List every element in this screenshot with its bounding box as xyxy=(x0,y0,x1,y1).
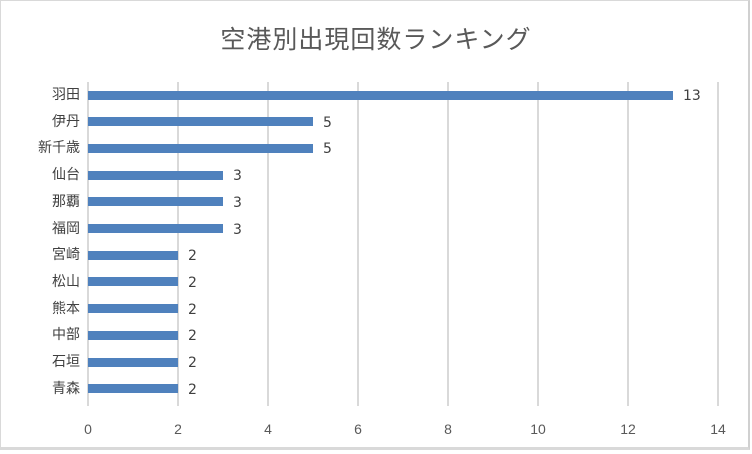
bar[interactable] xyxy=(88,143,313,153)
bar[interactable] xyxy=(88,357,178,367)
data-label: 2 xyxy=(188,274,197,291)
data-label: 2 xyxy=(188,301,197,318)
bar[interactable] xyxy=(88,304,178,314)
data-label: 3 xyxy=(233,221,242,238)
x-tick-label: 6 xyxy=(354,421,362,437)
gridline xyxy=(717,82,719,406)
x-tick-label: 14 xyxy=(710,421,726,437)
data-label: 13 xyxy=(683,88,701,104)
category-label: 伊丹 xyxy=(52,113,80,130)
data-label: 2 xyxy=(188,328,197,345)
x-tick-label: 10 xyxy=(530,421,546,437)
data-label: 2 xyxy=(188,248,197,265)
data-label: 5 xyxy=(323,114,332,131)
category-label: 羽田 xyxy=(52,87,80,103)
gridline xyxy=(627,82,629,406)
bar[interactable] xyxy=(88,250,178,260)
x-tick-label: 8 xyxy=(444,421,452,437)
gridline xyxy=(267,82,269,406)
gridline xyxy=(177,82,179,406)
x-tick-label: 4 xyxy=(264,421,272,437)
bar[interactable] xyxy=(88,224,223,233)
data-label: 2 xyxy=(188,381,197,398)
bar[interactable] xyxy=(88,384,178,394)
category-label: 新千歳 xyxy=(38,140,80,157)
gridline xyxy=(357,82,359,406)
gridline xyxy=(447,82,449,406)
bar[interactable] xyxy=(88,197,223,207)
category-label: 石垣 xyxy=(52,354,80,370)
category-label: 福岡 xyxy=(52,220,80,237)
gridline xyxy=(87,82,89,406)
category-label: 宮崎 xyxy=(52,247,80,264)
bar[interactable] xyxy=(88,117,313,127)
x-tick-label: 0 xyxy=(84,421,92,437)
bar[interactable] xyxy=(88,330,178,340)
data-label: 3 xyxy=(233,194,242,211)
data-label: 3 xyxy=(233,168,242,185)
data-label: 2 xyxy=(188,355,197,371)
x-tick-label: 2 xyxy=(174,421,182,437)
category-label: 仙台 xyxy=(52,167,80,184)
category-label: 中部 xyxy=(52,327,80,344)
category-label: 熊本 xyxy=(52,300,80,317)
plot-area: 13 5 5 3 3 3 2 2 2 2 2 2 xyxy=(87,82,719,406)
x-tick-label: 12 xyxy=(620,421,636,437)
bar[interactable] xyxy=(88,170,223,180)
data-label: 5 xyxy=(323,141,332,158)
bar[interactable] xyxy=(88,90,673,100)
category-label: 那覇 xyxy=(52,193,80,210)
chart-title: 空港別出現回数ランキング xyxy=(220,25,532,54)
category-label: 松山 xyxy=(52,273,80,290)
category-label: 青森 xyxy=(52,380,80,397)
bar[interactable] xyxy=(88,277,178,287)
gridline xyxy=(537,82,539,406)
